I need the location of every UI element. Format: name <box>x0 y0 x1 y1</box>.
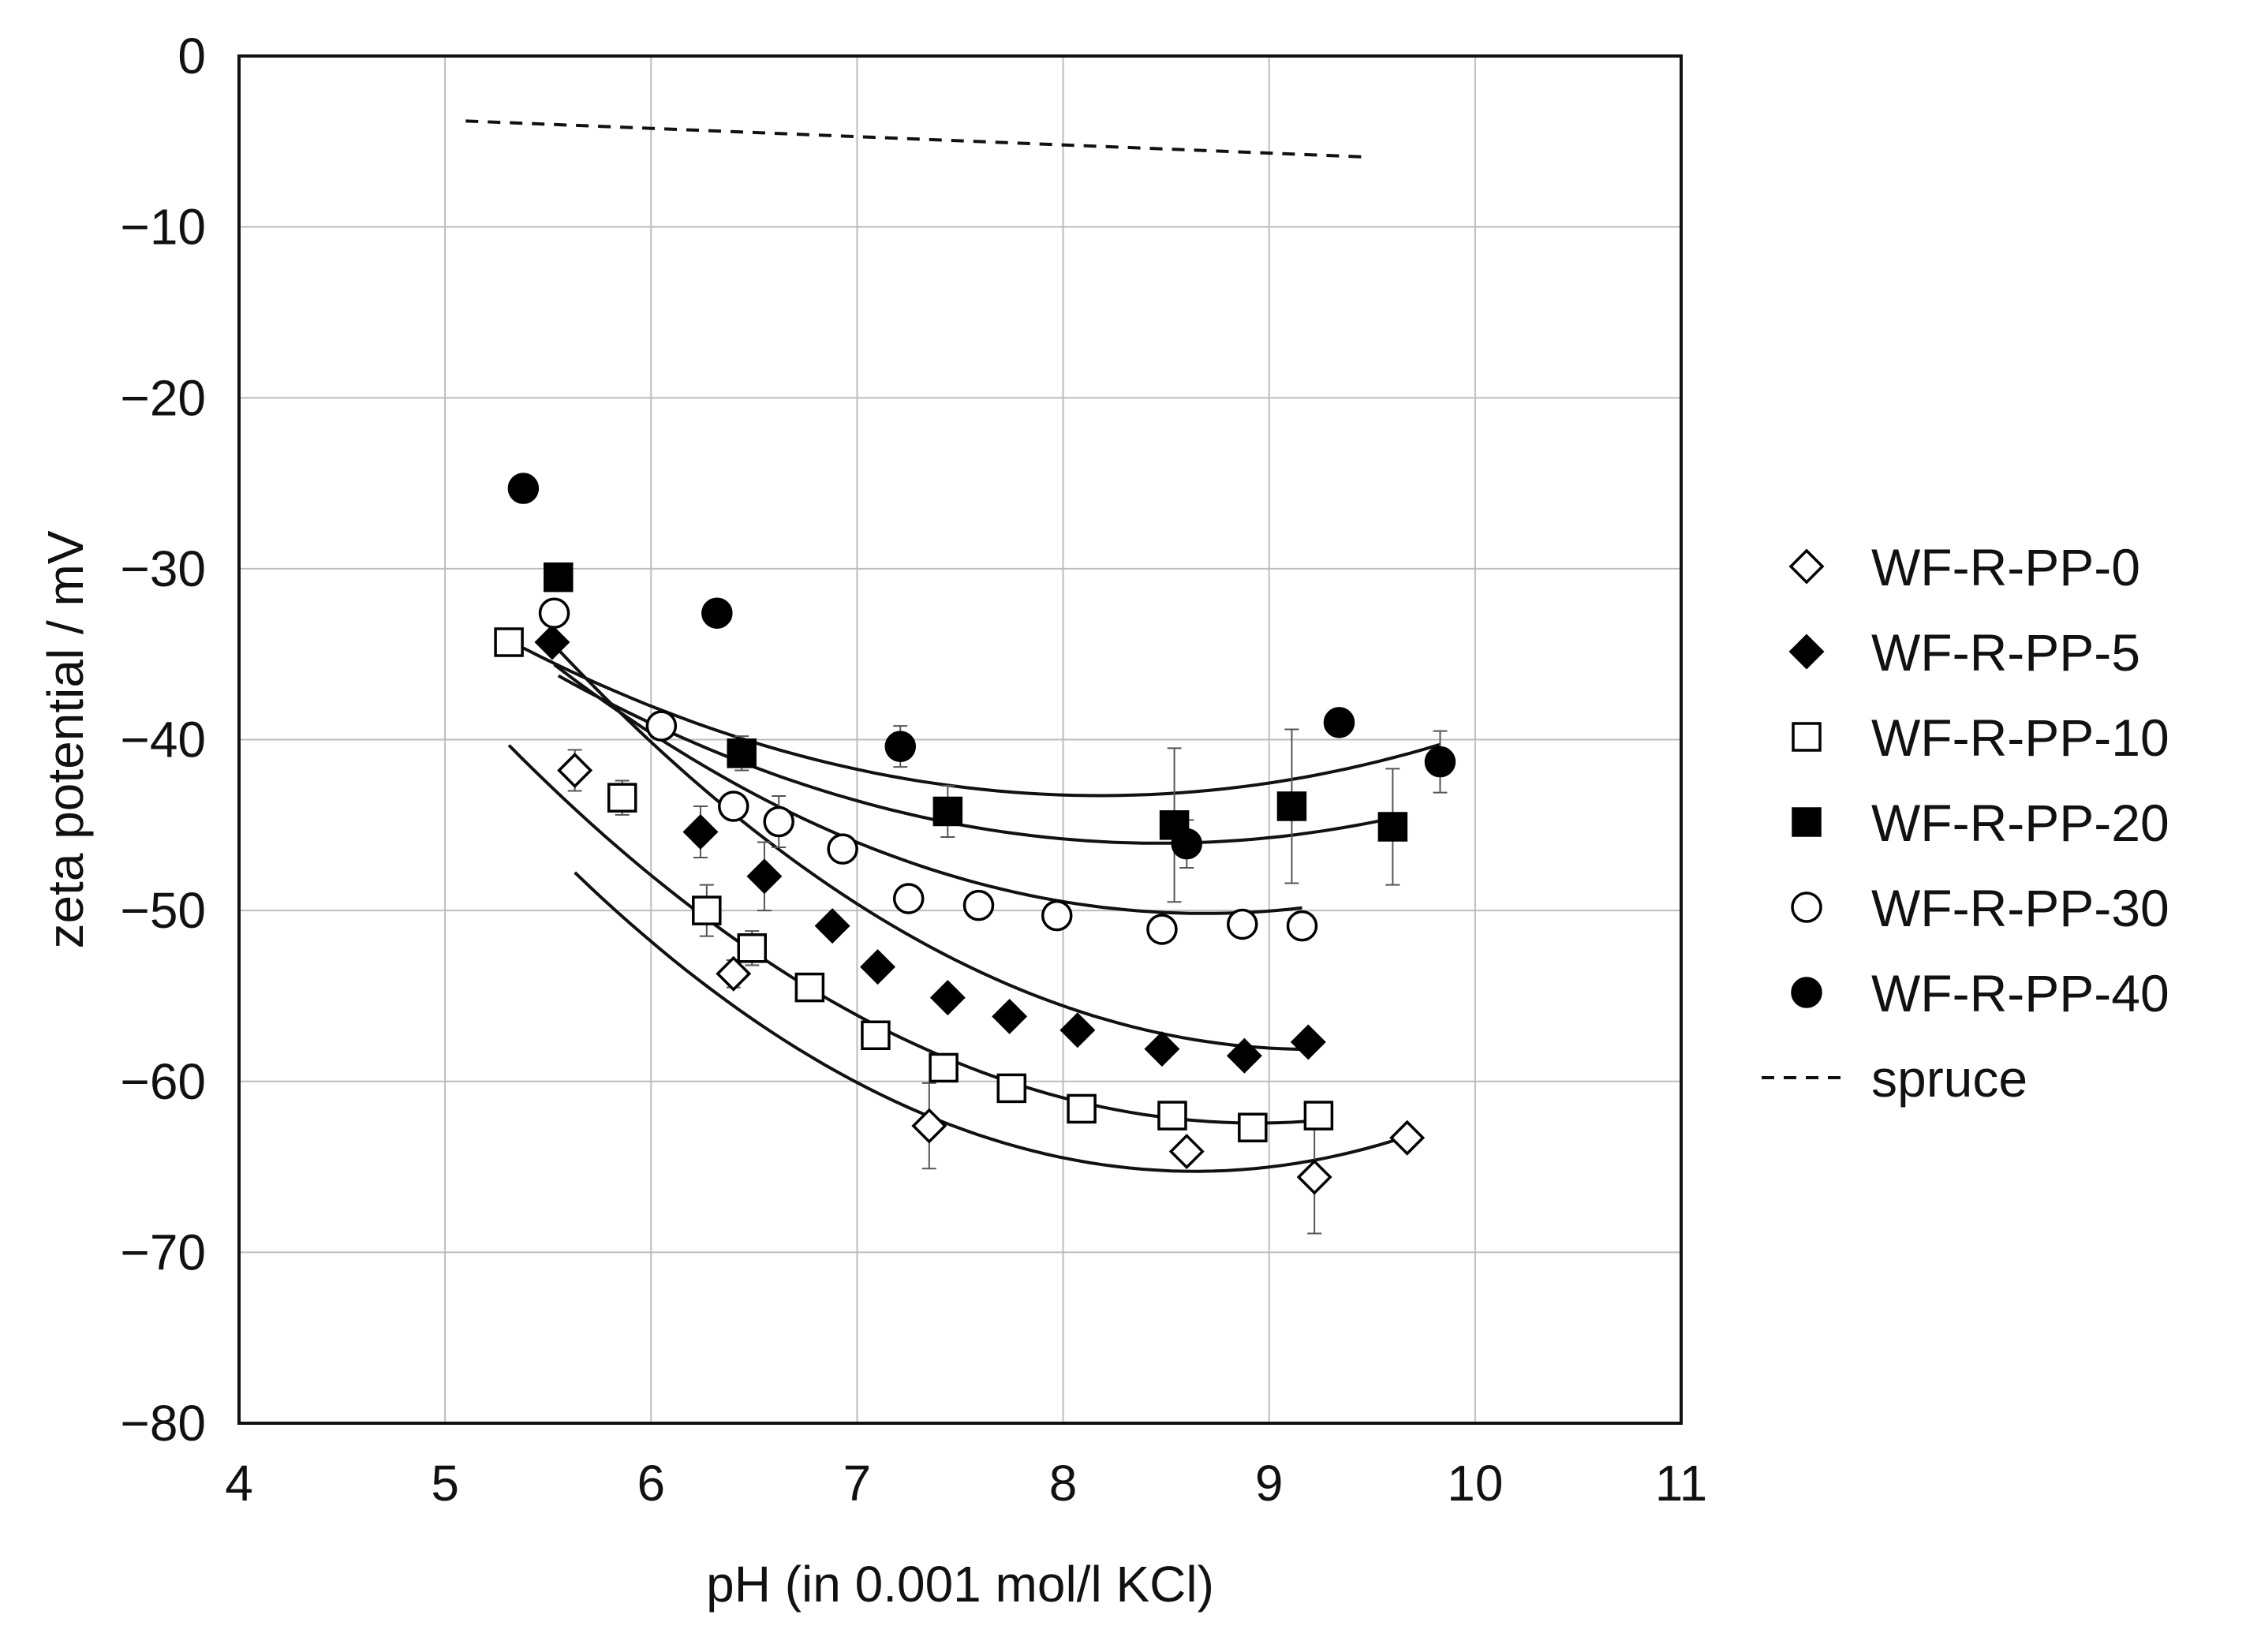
plot-frame <box>237 54 1683 1425</box>
data-point-wf-r-pp-40 <box>1424 746 1456 778</box>
data-point-wf-r-pp-30 <box>1227 908 1258 940</box>
x-tick-labels: 4 5 6 7 8 9 10 11 <box>225 1455 1707 1512</box>
data-point-wf-r-pp-30 <box>763 805 794 838</box>
legend-label: WF-R-PP-0 <box>1871 538 2140 596</box>
legend-symbol <box>1788 634 1825 670</box>
spruce-series <box>465 119 1362 159</box>
y-tick-label: 0 <box>178 28 206 84</box>
spruce-line <box>465 119 1362 159</box>
legend-symbol <box>1788 548 1825 585</box>
data-point-wf-r-pp-5 <box>929 980 966 1016</box>
fit-curve <box>574 871 1408 1173</box>
data-point-wf-r-pp-30 <box>645 710 678 742</box>
data-point-wf-r-pp-20 <box>727 738 757 768</box>
data-point-wf-r-pp-5 <box>1290 1024 1326 1060</box>
y-tick-label: −60 <box>120 1053 206 1110</box>
y-tick-label: −10 <box>120 199 206 256</box>
y-tick-label: −30 <box>120 540 206 597</box>
data-point-wf-r-pp-5 <box>1059 1012 1096 1048</box>
x-axis-title: pH (in 0.001 mol/l KCl) <box>706 1556 1214 1613</box>
data-point-wf-r-pp-5 <box>814 908 850 944</box>
data-point-wf-r-pp-30 <box>538 597 570 629</box>
legend: WF-R-PP-0 WF-R-PP-5 WF-R-PP-10 WF-R-PP-20 WF… <box>1762 538 2169 1108</box>
data-point-wf-r-pp-0 <box>1389 1119 1426 1156</box>
legend-label: WF-R-PP-10 <box>1871 708 2169 767</box>
data-point-wf-r-pp-10 <box>1303 1101 1334 1131</box>
legend-symbol <box>1792 722 1822 752</box>
x-tick-label: 9 <box>1255 1455 1284 1512</box>
x-tick-label: 8 <box>1049 1455 1078 1512</box>
data-point-wf-r-pp-20 <box>932 796 963 827</box>
data-point-wf-r-pp-0 <box>557 753 593 788</box>
data-point-wf-r-pp-40 <box>884 731 917 762</box>
legend-symbol <box>1791 891 1822 923</box>
fit-curve <box>522 646 1441 798</box>
y-tick-label: −80 <box>120 1395 206 1452</box>
data-point-wf-r-pp-5 <box>992 998 1028 1034</box>
data-point-wf-r-pp-30 <box>717 790 749 822</box>
data-point-wf-r-pp-40 <box>701 597 733 629</box>
data-point-wf-r-pp-5 <box>860 949 896 985</box>
data-point-wf-r-pp-5 <box>534 624 570 660</box>
data-point-wf-r-pp-10 <box>737 933 767 963</box>
fit-curve <box>551 641 1309 1052</box>
data-point-wf-r-pp-20 <box>544 562 574 592</box>
x-tick-label: 4 <box>225 1455 253 1512</box>
grid-lines <box>239 56 1681 1423</box>
data-point-wf-r-pp-0 <box>1168 1134 1205 1170</box>
data-point-wf-r-pp-30 <box>827 833 858 865</box>
y-tick-label: −20 <box>120 369 206 426</box>
data-point-wf-r-pp-30 <box>962 889 995 921</box>
data-point-wf-r-pp-20 <box>1276 791 1307 821</box>
x-tick-label: 6 <box>637 1455 665 1512</box>
legend-label: WF-R-PP-20 <box>1871 794 2169 852</box>
data-point-wf-r-pp-10 <box>794 972 825 1003</box>
data-point-wf-r-pp-0 <box>911 1108 947 1144</box>
fit-curves <box>507 641 1441 1173</box>
data-point-wf-r-pp-30 <box>1286 910 1318 942</box>
x-tick-label: 11 <box>1655 1455 1707 1512</box>
y-tick-label: −70 <box>120 1224 206 1280</box>
data-point-wf-r-pp-20 <box>1377 812 1408 842</box>
data-point-wf-r-pp-5 <box>1144 1031 1180 1067</box>
legend-label: spruce <box>1871 1049 2027 1108</box>
y-axis-title: zeta potential / mV <box>37 530 94 948</box>
data-point-wf-r-pp-30 <box>1146 914 1178 945</box>
data-point-wf-r-pp-0 <box>1296 1159 1332 1195</box>
legend-label: WF-R-PP-40 <box>1871 964 2169 1022</box>
y-tick-label: −40 <box>120 712 206 768</box>
data-point-wf-r-pp-10 <box>929 1052 959 1083</box>
data-point-wf-r-pp-10 <box>861 1020 891 1051</box>
legend-symbol <box>1792 807 1822 837</box>
data-point-wf-r-pp-10 <box>1067 1093 1097 1124</box>
data-point-wf-r-pp-10 <box>494 627 524 657</box>
legend-label: WF-R-PP-30 <box>1871 879 2169 937</box>
data-point-wf-r-pp-5 <box>746 858 783 895</box>
data-point-wf-r-pp-40 <box>1323 707 1355 738</box>
legend-symbol <box>1791 977 1822 1008</box>
data-point-wf-r-pp-0 <box>716 955 752 992</box>
data-points <box>494 473 1456 1195</box>
legend-label: WF-R-PP-5 <box>1871 623 2140 682</box>
y-tick-label: −50 <box>120 882 206 939</box>
data-point-wf-r-pp-10 <box>1238 1112 1268 1142</box>
fit-curve <box>557 674 1393 845</box>
data-point-wf-r-pp-30 <box>892 883 925 914</box>
x-tick-label: 10 <box>1447 1455 1503 1512</box>
data-point-wf-r-pp-40 <box>507 473 540 504</box>
data-point-wf-r-pp-5 <box>682 814 719 850</box>
data-point-wf-r-pp-10 <box>607 783 637 813</box>
data-point-wf-r-pp-10 <box>996 1073 1027 1104</box>
data-point-wf-r-pp-40 <box>1171 828 1203 860</box>
x-tick-label: 5 <box>431 1455 459 1512</box>
data-point-wf-r-pp-10 <box>692 895 722 925</box>
y-tick-labels: 0 −10 −20 −30 −40 −50 −60 −70 −80 <box>120 28 206 1452</box>
data-point-wf-r-pp-5 <box>1226 1037 1262 1074</box>
data-point-wf-r-pp-30 <box>1041 899 1073 932</box>
x-tick-label: 7 <box>843 1455 872 1512</box>
data-point-wf-r-pp-10 <box>1157 1101 1187 1131</box>
fit-curve <box>553 663 1302 915</box>
